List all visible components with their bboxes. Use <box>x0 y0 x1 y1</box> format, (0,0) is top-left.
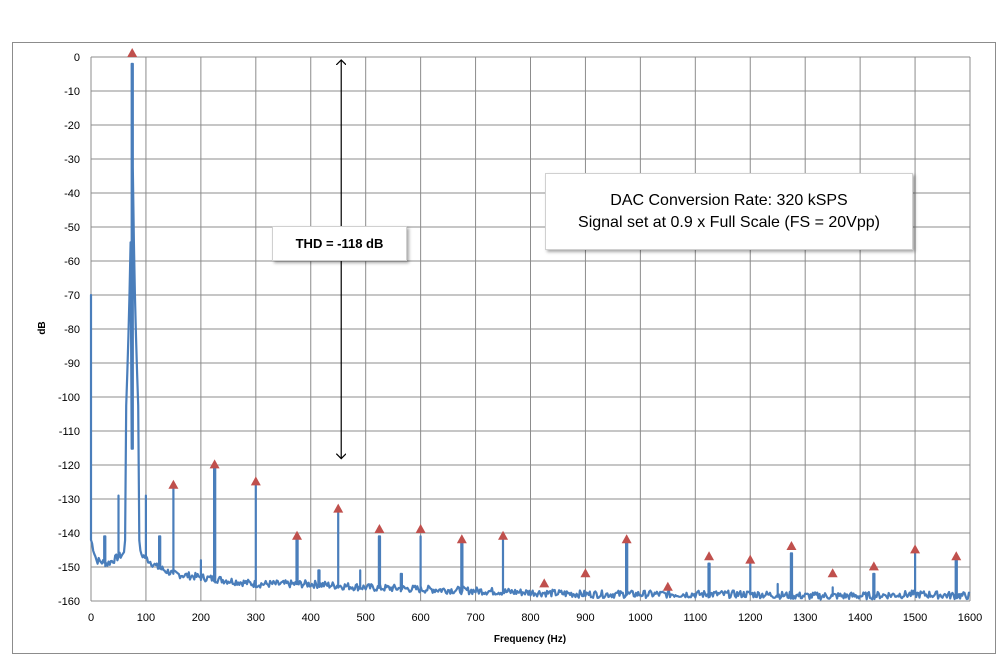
thd-annotation: THD = -118 dB <box>272 226 407 261</box>
harmonic-marker <box>580 568 591 578</box>
y-axis-title: dB <box>37 321 48 334</box>
x-tick-label: 0 <box>88 612 94 624</box>
y-tick-label: -80 <box>64 324 80 336</box>
info-annotation: DAC Conversion Rate: 320 kSPS Signal set… <box>545 173 913 250</box>
y-tick-label: -40 <box>64 188 80 200</box>
x-tick-label: 200 <box>192 612 210 624</box>
y-tick-label: -140 <box>58 528 80 540</box>
y-tick-label: 0 <box>74 52 80 64</box>
y-tick-label: -120 <box>58 460 80 472</box>
y-tick-label: -100 <box>58 392 80 404</box>
x-tick-label: 1200 <box>738 612 762 624</box>
x-tick-label: 600 <box>411 612 429 624</box>
harmonic-marker <box>498 530 509 540</box>
x-tick-label: 1400 <box>848 612 872 624</box>
x-axis-ticks: 0 100 200 300 400 500 600 700 800 900 1000 1100 1200… <box>88 612 982 624</box>
harmonic-marker <box>292 530 303 540</box>
harmonic-marker <box>868 561 879 571</box>
harmonic-marker <box>827 568 838 578</box>
harmonic-marker <box>745 554 756 564</box>
info-line-1: DAC Conversion Rate: 320 kSPS <box>610 191 848 209</box>
y-tick-label: -90 <box>64 358 80 370</box>
y-tick-label: -70 <box>64 290 80 302</box>
harmonic-marker <box>786 541 797 550</box>
x-tick-label: 1300 <box>793 612 817 624</box>
x-tick-label: 1600 <box>958 612 982 624</box>
spectrum-line <box>89 62 971 601</box>
x-tick-label: 900 <box>576 612 594 624</box>
y-tick-label: -110 <box>59 426 80 438</box>
harmonic-marker <box>456 534 467 544</box>
grid <box>90 56 971 602</box>
x-tick-label: 1500 <box>903 612 927 624</box>
y-tick-label: -50 <box>64 222 80 234</box>
x-tick-label: 100 <box>137 612 155 624</box>
harmonic-marker <box>621 534 632 544</box>
thd-text: THD = -118 dB <box>295 236 384 251</box>
y-tick-label: -60 <box>64 256 80 268</box>
harmonic-marker <box>415 524 426 533</box>
y-axis-ticks: 0 -10 -20 -30 -40 -50 -60 -70 -80 -90 -100 -110 -120… <box>58 52 80 608</box>
harmonic-marker <box>168 479 179 489</box>
harmonic-marker <box>662 581 673 591</box>
y-tick-label: -160 <box>58 596 80 608</box>
harmonic-marker <box>209 459 220 469</box>
x-axis-title: Frequency (Hz) <box>494 634 566 645</box>
y-tick-label: -150 <box>58 562 80 574</box>
x-tick-label: 800 <box>521 612 539 624</box>
y-tick-label: -10 <box>64 86 80 98</box>
harmonic-marker <box>250 476 261 486</box>
x-tick-label: 500 <box>357 612 375 624</box>
harmonic-marker <box>539 578 550 588</box>
x-tick-label: 1000 <box>628 612 652 624</box>
x-tick-label: 1100 <box>683 612 707 624</box>
x-tick-label: 300 <box>247 612 265 624</box>
x-tick-label: 400 <box>302 612 320 624</box>
harmonic-marker <box>374 524 385 533</box>
harmonic-marker <box>704 551 715 561</box>
harmonic-marker <box>333 503 344 513</box>
y-tick-label: -30 <box>64 154 80 166</box>
y-tick-label: -20 <box>64 120 80 132</box>
harmonic-markers <box>127 48 962 591</box>
info-line-2: Signal set at 0.9 x Full Scale (FS = 20V… <box>578 213 880 231</box>
harmonic-marker <box>127 48 138 57</box>
series-layer <box>89 62 971 601</box>
harmonic-marker <box>951 551 962 561</box>
harmonic-marker <box>910 544 921 554</box>
x-tick-label: 700 <box>466 612 484 624</box>
y-tick-label: -130 <box>58 494 80 506</box>
